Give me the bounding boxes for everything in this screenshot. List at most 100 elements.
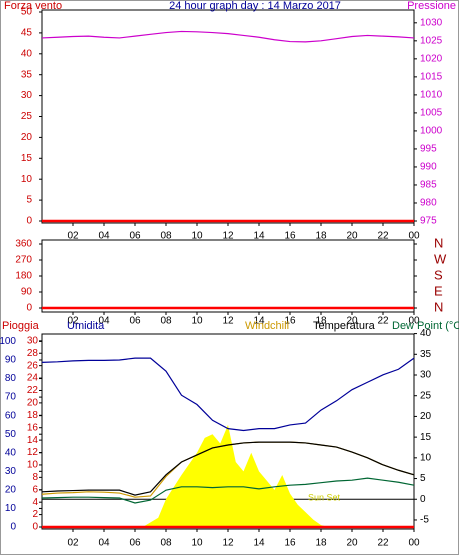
chart-title: 24 hour graph day : 14 Marzo 2017 xyxy=(169,0,341,12)
y-tick-label: 70 xyxy=(5,392,17,403)
y-tick-label: W xyxy=(434,251,447,266)
annotation: Sun Set xyxy=(308,492,341,502)
y-tick-label: 22 xyxy=(27,385,39,396)
line xyxy=(41,357,415,432)
x-tick-label: 02 xyxy=(67,538,79,549)
y-tick-label: 24 xyxy=(27,373,39,384)
y-tick-label: 15 xyxy=(420,432,432,443)
y-tick-label: 1000 xyxy=(420,126,443,137)
y-tick-label: 1025 xyxy=(420,35,443,46)
x-tick-label: 18 xyxy=(315,231,327,242)
y-tick-label: 1010 xyxy=(420,90,443,101)
y-tick-label: 1020 xyxy=(420,53,443,64)
x-tick-label: 02 xyxy=(67,231,79,242)
x-tick-label: 08 xyxy=(160,316,172,327)
x-tick-label: 22 xyxy=(377,316,389,327)
x-tick-label: 04 xyxy=(98,231,110,242)
y-tick-label: N xyxy=(434,299,443,314)
y-tick-label: 16 xyxy=(27,422,39,433)
y-tick-label: 40 xyxy=(420,328,432,339)
x-tick-label: 04 xyxy=(98,316,110,327)
x-tick-label: 06 xyxy=(129,316,141,327)
y-tick-label: 1005 xyxy=(420,108,443,119)
x-tick-label: 08 xyxy=(160,538,172,549)
x-tick-label: 12 xyxy=(222,231,234,242)
y-tick-label: 30 xyxy=(5,466,17,477)
legend-label: Windchill xyxy=(245,320,289,332)
y-tick-label: S xyxy=(434,267,443,282)
x-tick-label: 08 xyxy=(160,231,172,242)
y-tick-label: 5 xyxy=(26,195,32,206)
x-tick-label: 10 xyxy=(191,538,203,549)
y-tick-label: 20 xyxy=(5,485,17,496)
x-tick-label: 12 xyxy=(222,316,234,327)
y-tick-label: 10 xyxy=(420,452,432,463)
y-tick-label: 90 xyxy=(5,355,17,366)
y-tick-label: N xyxy=(434,235,443,250)
x-tick-label: 10 xyxy=(191,316,203,327)
x-tick-label: 04 xyxy=(98,538,110,549)
y-tick-label: 30 xyxy=(21,90,33,101)
x-tick-label: 12 xyxy=(222,538,234,549)
y-tick-label: E xyxy=(434,283,443,298)
y-tick-label: 40 xyxy=(21,48,33,59)
line xyxy=(41,441,415,496)
legend-label: Pioggia xyxy=(2,320,40,332)
plot-frame xyxy=(41,9,415,224)
y-tick-label: 995 xyxy=(420,144,437,155)
y-tick-label: -5 xyxy=(420,515,429,526)
x-tick-label: 00 xyxy=(408,316,420,327)
y-tick-label: 50 xyxy=(21,7,33,18)
x-tick-label: 16 xyxy=(284,538,296,549)
y2-axis-label: Pressione xyxy=(407,0,456,12)
y-tick-label: 26 xyxy=(27,360,39,371)
y-tick-label: 0 xyxy=(26,216,32,227)
y-tick-label: 985 xyxy=(420,180,437,191)
x-tick-label: 14 xyxy=(253,316,265,327)
legend-label: Umidita xyxy=(67,320,105,332)
y-tick-label: 4 xyxy=(32,497,38,508)
y-tick-label: 18 xyxy=(27,410,39,421)
y-tick-label: 45 xyxy=(21,28,33,39)
y-tick-label: 990 xyxy=(420,162,437,173)
area xyxy=(142,424,329,527)
y-tick-label: 180 xyxy=(15,271,32,282)
x-tick-label: 22 xyxy=(377,538,389,549)
y-tick-label: 5 xyxy=(420,473,426,484)
x-tick-label: 00 xyxy=(408,538,420,549)
y-tick-label: 15 xyxy=(21,153,33,164)
y-tick-label: 980 xyxy=(420,198,437,209)
y-tick-label: 50 xyxy=(5,429,17,440)
y-tick-label: 100 xyxy=(0,336,16,347)
y-tick-label: 270 xyxy=(15,255,32,266)
legend-label: Dew Point (°C xyxy=(392,320,459,332)
y-tick-label: 0 xyxy=(10,522,16,533)
y-tick-label: 1030 xyxy=(420,17,443,28)
y-tick-label: 14 xyxy=(27,435,39,446)
y-tick-label: 2 xyxy=(32,509,38,520)
x-tick-label: 10 xyxy=(191,231,203,242)
y-tick-label: 10 xyxy=(27,460,39,471)
y-tick-label: 25 xyxy=(21,111,33,122)
y-tick-label: 40 xyxy=(5,447,17,458)
x-tick-label: 00 xyxy=(408,231,420,242)
y-tick-label: 1015 xyxy=(420,72,443,83)
x-tick-label: 14 xyxy=(253,538,265,549)
y-tick-label: 80 xyxy=(5,373,17,384)
x-tick-label: 02 xyxy=(67,316,79,327)
x-tick-label: 20 xyxy=(346,231,358,242)
y-tick-label: 60 xyxy=(5,410,17,421)
y-tick-label: 28 xyxy=(27,348,39,359)
y-axis-label: Forza vento xyxy=(4,0,62,12)
y-tick-label: 0 xyxy=(26,303,32,314)
y-tick-label: 10 xyxy=(21,174,33,185)
y-tick-label: 20 xyxy=(420,411,432,422)
y-tick-label: 0 xyxy=(32,522,38,533)
y-tick-label: 90 xyxy=(21,287,33,298)
x-tick-label: 06 xyxy=(129,231,141,242)
x-tick-label: 06 xyxy=(129,538,141,549)
y-tick-label: 35 xyxy=(21,69,33,80)
y-tick-label: 0 xyxy=(420,494,426,505)
